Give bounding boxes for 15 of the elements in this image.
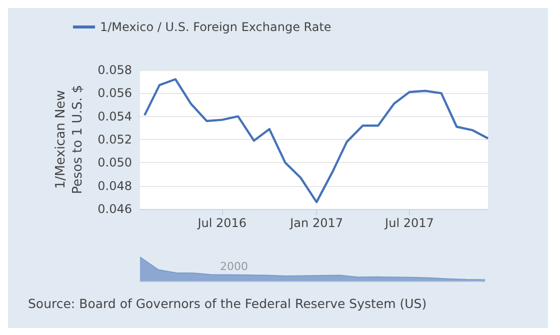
y-tick-label: 0.058 [98,63,132,77]
y-axis-title: 1/Mexican New Pesos to 1 U.S. $ [54,84,86,194]
legend-label: 1/Mexico / U.S. Foreign Exchange Rate [100,20,332,34]
y-tick-label: 0.050 [98,156,132,170]
annotation: 2000 [220,260,248,273]
y-tick-label: 0.054 [98,109,132,124]
line-series [144,78,490,204]
y-tick-label: 0.052 [98,132,132,146]
source-note: Source: Board of Governors of the Federal Reserve System (US) [28,296,427,311]
x-tick-label: Jan 2017 [289,216,343,230]
y-tick-label: 0.048 [98,178,132,193]
y-tick-label: 0.056 [98,86,132,100]
x-tick-label: Jul 2016 [196,216,247,230]
y-tick-label: 0.046 [98,202,132,216]
x-tick-label: Jul 2017 [384,216,434,230]
